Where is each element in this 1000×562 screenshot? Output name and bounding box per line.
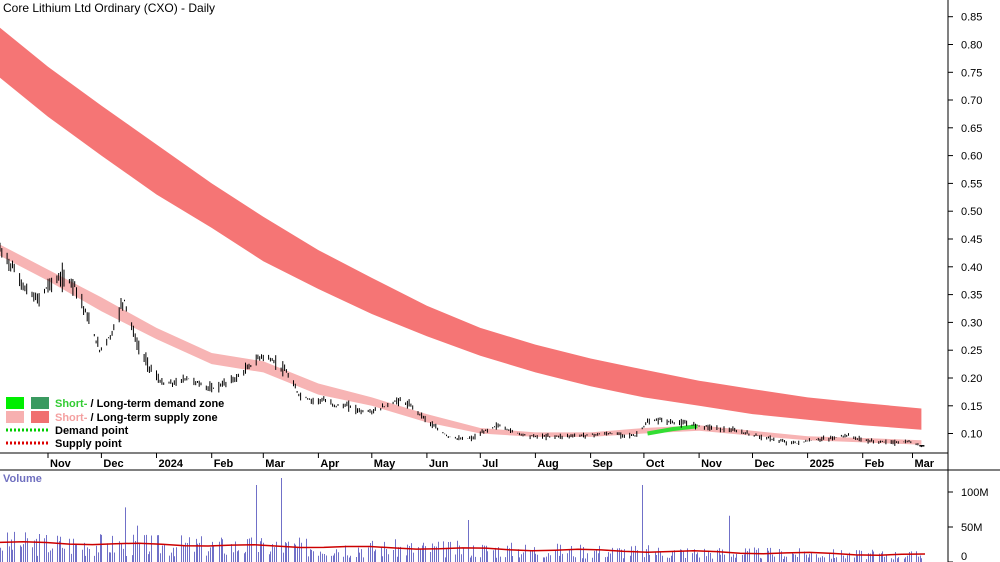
month-tick-label: Mar xyxy=(265,458,285,470)
legend-swatch-long-supply xyxy=(31,411,49,423)
price-tick-label: 0.45 xyxy=(961,234,982,246)
price-tick-label: 0.10 xyxy=(961,429,982,441)
volume-average-line xyxy=(0,540,926,556)
demand-zone-line xyxy=(647,424,698,436)
price-tick-label: 0.80 xyxy=(961,40,982,52)
month-axis-ticks: Nov Dec 2024 Feb Mar Apr May Jun Jul Aug Sep Oct Nov… xyxy=(47,453,935,470)
legend-swatch-short-supply xyxy=(6,411,24,423)
legend-swatch-short-demand xyxy=(6,397,24,409)
legend-supply-prefix: Short- xyxy=(55,412,88,424)
short-term-supply-band xyxy=(0,244,922,445)
chart-title: Core Lithium Ltd Ordinary (CXO) - Daily xyxy=(3,1,215,15)
legend-supply-suffix: Long-term supply zone xyxy=(97,412,218,424)
month-tick-label: 2024 xyxy=(159,458,184,470)
month-tick-label: Nov xyxy=(701,458,723,470)
month-tick-label: Jun xyxy=(429,458,449,470)
legend-demand-point: Demand point xyxy=(55,425,129,437)
month-tick-label: Mar xyxy=(915,458,935,470)
price-tick-label: 0.60 xyxy=(961,151,982,163)
month-tick-label: Aug xyxy=(537,458,558,470)
price-tick-label: 0.25 xyxy=(961,345,982,357)
month-tick-label: Dec xyxy=(755,458,775,470)
legend-supply-point: Supply point xyxy=(55,438,122,450)
volume-tick-label: 50M xyxy=(961,522,982,534)
volume-tick-label: 0 xyxy=(961,551,967,562)
month-tick-label: Feb xyxy=(865,458,885,470)
legend-supply-sep: / xyxy=(87,412,96,424)
volume-axis-ticks: 100M 50M 0 xyxy=(948,487,989,562)
price-tick-label: 0.20 xyxy=(961,373,982,385)
month-tick-label: Sep xyxy=(593,458,613,470)
month-tick-label: 2025 xyxy=(810,458,834,470)
price-tick-label: 0.40 xyxy=(961,262,982,274)
legend: Short- / Long-term demand zone Short- / … xyxy=(6,397,224,450)
volume-tick-label: 100M xyxy=(961,487,989,499)
price-tick-label: 0.35 xyxy=(961,290,982,302)
month-tick-label: Nov xyxy=(50,458,72,470)
price-tick-label: 0.55 xyxy=(961,178,982,190)
legend-demand-prefix: Short- xyxy=(55,398,88,410)
legend-swatch-long-demand xyxy=(31,397,49,409)
legend-demand-sep: / xyxy=(87,398,96,410)
month-tick-label: Oct xyxy=(646,458,665,470)
month-tick-label: Apr xyxy=(320,458,340,470)
legend-supply-zone: Short- / Long-term supply zone xyxy=(55,412,218,424)
month-tick-label: Jul xyxy=(482,458,498,470)
volume-title: Volume xyxy=(3,473,42,485)
price-tick-label: 0.70 xyxy=(961,95,982,107)
short-term-supply-zone xyxy=(0,244,922,445)
month-tick-label: Dec xyxy=(103,458,123,470)
price-tick-label: 0.15 xyxy=(961,401,982,413)
volume-panel xyxy=(0,478,926,562)
legend-demand-zone: Short- / Long-term demand zone xyxy=(55,398,224,410)
price-tick-label: 0.75 xyxy=(961,67,982,79)
price-tick-label: 0.30 xyxy=(961,317,982,329)
price-tick-label: 0.50 xyxy=(961,206,982,218)
price-axis-ticks: 0.85 0.80 0.75 0.70 0.65 0.60 0.55 0.50 0.45 0.40… xyxy=(948,12,982,441)
legend-demand-suffix: Long-term demand zone xyxy=(97,398,225,410)
price-bars xyxy=(0,242,925,448)
month-tick-label: May xyxy=(374,458,396,470)
month-tick-label: Feb xyxy=(214,458,234,470)
short-term-demand-segment xyxy=(647,424,698,436)
price-tick-label: 0.85 xyxy=(961,12,982,24)
price-tick-label: 0.65 xyxy=(961,123,982,135)
